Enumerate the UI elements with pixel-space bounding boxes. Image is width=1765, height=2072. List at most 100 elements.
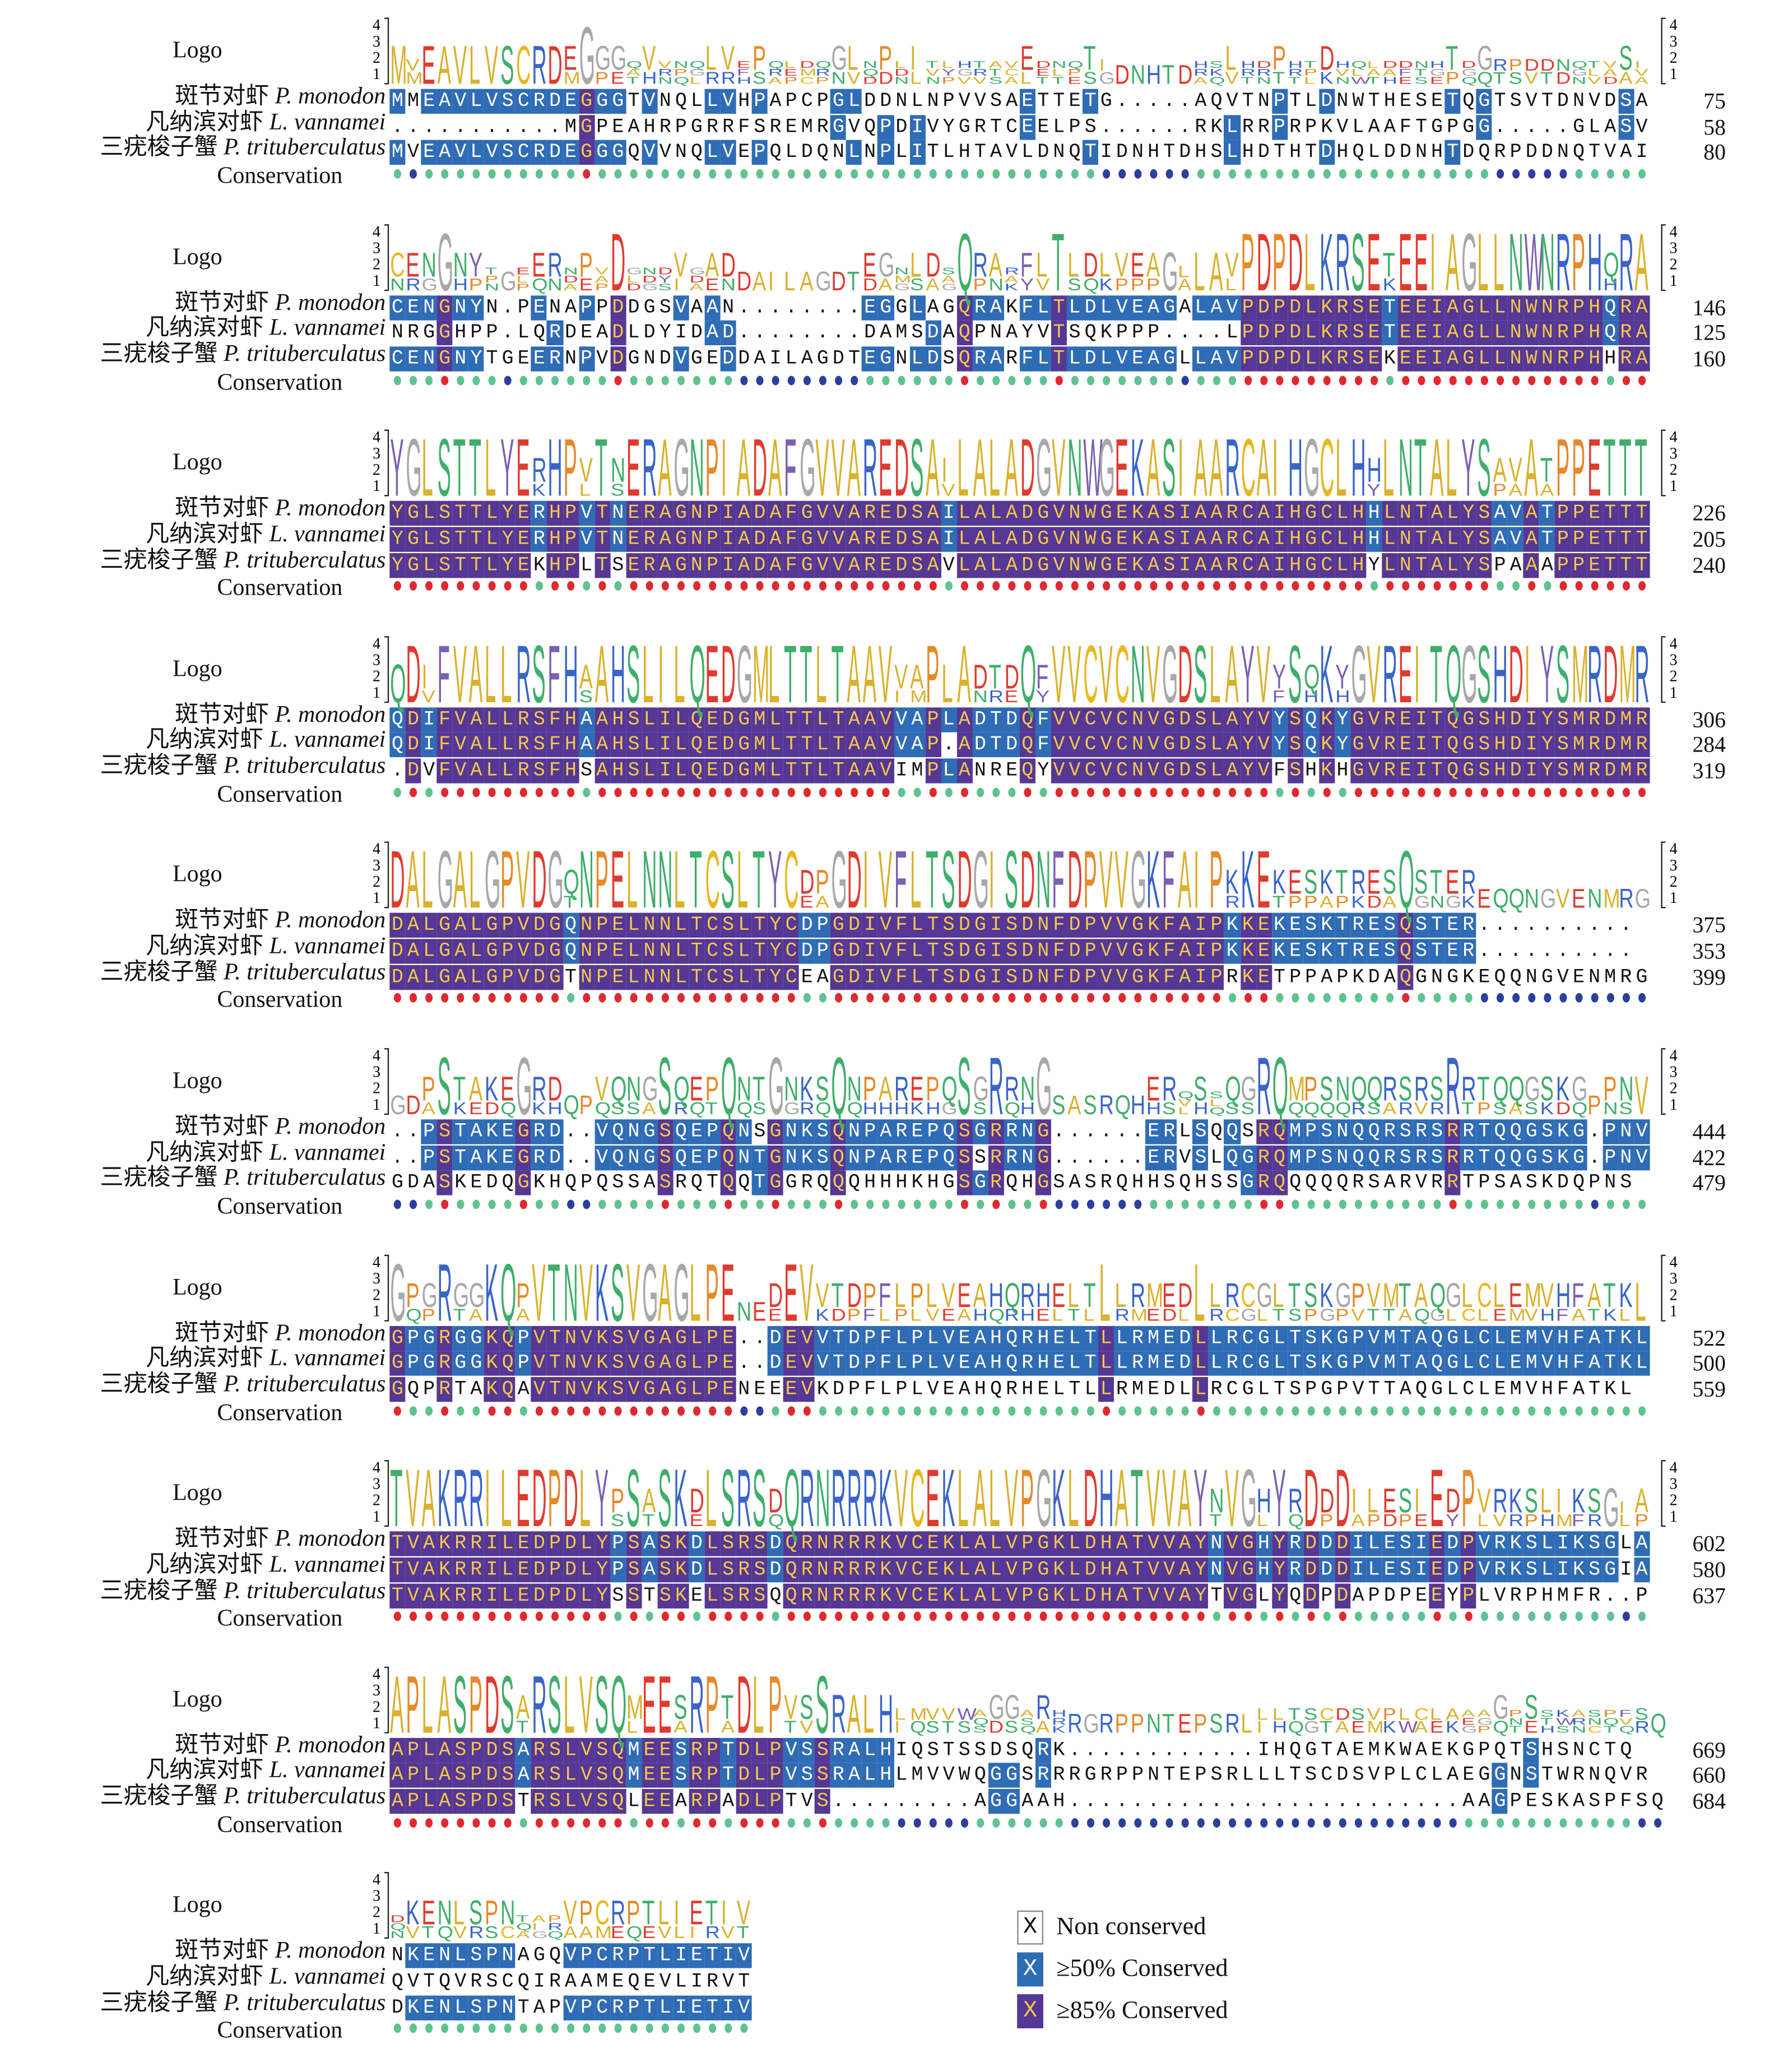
- conservation-dot: [1449, 1818, 1457, 1828]
- conservation-dot: [740, 1406, 748, 1416]
- conservation-dot: [740, 581, 748, 591]
- residue: D: [1557, 90, 1569, 113]
- residue: N: [895, 90, 908, 113]
- conservation-dot: [977, 1611, 984, 1621]
- residue: V: [1336, 115, 1349, 138]
- logo-letter: G: [579, 10, 595, 101]
- conservation-dot: [1496, 993, 1504, 1003]
- logo-letter: N: [674, 59, 688, 70]
- logo-letter: R: [989, 1040, 1004, 1132]
- logo-letter: R: [847, 1453, 862, 1544]
- logo-letter: M: [800, 67, 816, 78]
- logo-letter: D: [564, 1453, 578, 1544]
- residue: E: [862, 346, 878, 372]
- logo-letter: D: [1304, 1453, 1318, 1544]
- logo-letter: P: [1509, 55, 1522, 74]
- species-label: 凡纳滨对虾 L. vannamei: [146, 1757, 385, 1783]
- logo-letter: P: [1083, 835, 1097, 926]
- residue: E: [1019, 89, 1035, 114]
- residue: R: [1195, 115, 1207, 138]
- residue: N: [565, 347, 577, 370]
- logo-letter: I: [485, 1453, 490, 1544]
- conservation-dot: [661, 1818, 669, 1828]
- conservation-dot: [1103, 375, 1111, 385]
- conservation-dot: [1307, 1406, 1315, 1416]
- logo-letter: M: [1525, 1275, 1541, 1314]
- logo-letter: Q: [1225, 1069, 1241, 1107]
- conservation-dot: [441, 2024, 449, 2034]
- residue: S: [1415, 90, 1427, 113]
- residue: .: [407, 115, 420, 138]
- residue: D: [1256, 321, 1272, 346]
- conservation-dot: [457, 787, 465, 797]
- residue: E: [1366, 295, 1382, 320]
- residue: .: [1509, 115, 1522, 138]
- conservation-dot: [803, 169, 811, 179]
- logo-letter: L: [1587, 67, 1599, 78]
- conservation-dot: [1559, 1199, 1567, 1209]
- residue: Q: [1352, 141, 1364, 164]
- conservation-dot: [1276, 169, 1284, 179]
- conservation-label: Conservation: [217, 368, 343, 395]
- logo-letter: C: [1083, 628, 1098, 720]
- conservation-dot: [1575, 1611, 1583, 1621]
- logo-letter: N: [658, 835, 672, 926]
- logo-letter: A: [989, 244, 1003, 283]
- residue: A: [1383, 115, 1396, 138]
- logo-letter: D: [1556, 69, 1571, 87]
- residue: E: [862, 295, 878, 320]
- logo-letter: D: [737, 266, 751, 296]
- conservation-dot: [441, 375, 449, 385]
- logo-letter: H: [1603, 275, 1618, 294]
- residue: V: [484, 89, 500, 114]
- logo-letter: E: [532, 244, 545, 283]
- residue: A: [1492, 501, 1508, 526]
- logo-letter: G: [642, 1069, 658, 1107]
- conservation-dot: [1213, 787, 1220, 797]
- logo-label: Logo: [172, 243, 222, 269]
- residue: T: [1053, 90, 1065, 113]
- conservation-dot: [519, 2024, 527, 2034]
- logo-letter: A: [1178, 275, 1191, 294]
- logo-letter: D: [737, 1658, 751, 1750]
- logo-letter: V: [721, 39, 735, 77]
- residue: C: [1006, 115, 1018, 138]
- residue: N: [452, 295, 468, 320]
- residue: R: [862, 553, 878, 578]
- species-label: 斑节对虾 P. monodon: [175, 1731, 385, 1758]
- logo-axis-tick: 3: [373, 1269, 380, 1287]
- residue: Q: [1210, 90, 1223, 113]
- logo-letter: S: [815, 1658, 829, 1750]
- conservation-dot: [1622, 375, 1630, 385]
- conservation-dot: [614, 1611, 622, 1621]
- species-latin-name: P. trituberculatus: [223, 340, 386, 367]
- residue: P: [704, 501, 721, 526]
- logo-letter: Q: [674, 1069, 689, 1107]
- logo-letter: E: [1414, 216, 1428, 307]
- conservation-dot: [425, 993, 433, 1003]
- residue: Q: [956, 295, 973, 320]
- logo-letter: G: [421, 275, 437, 294]
- logo-letter: R: [1461, 1069, 1476, 1107]
- residue: G: [1462, 115, 1475, 138]
- residue: G: [1303, 527, 1319, 552]
- residue: P: [704, 527, 721, 552]
- logo-axis-tick: 2: [373, 1904, 380, 1922]
- residue: G: [816, 347, 829, 370]
- residue: D: [1116, 141, 1128, 164]
- residue: P: [578, 295, 594, 320]
- residue: L: [1588, 115, 1601, 138]
- residue: L: [421, 501, 437, 526]
- conservation-dot: [1544, 1406, 1552, 1416]
- conservation-dot: [835, 169, 843, 179]
- logo-letter: S: [595, 1658, 609, 1750]
- residue: .: [549, 115, 561, 138]
- logo-letter: L: [689, 75, 700, 86]
- residue: W: [1083, 501, 1099, 526]
- conservation-dot: [519, 1199, 527, 1209]
- logo-letter: L: [1067, 244, 1079, 283]
- logo-letter: R: [1257, 1040, 1271, 1132]
- residue: V: [720, 89, 736, 114]
